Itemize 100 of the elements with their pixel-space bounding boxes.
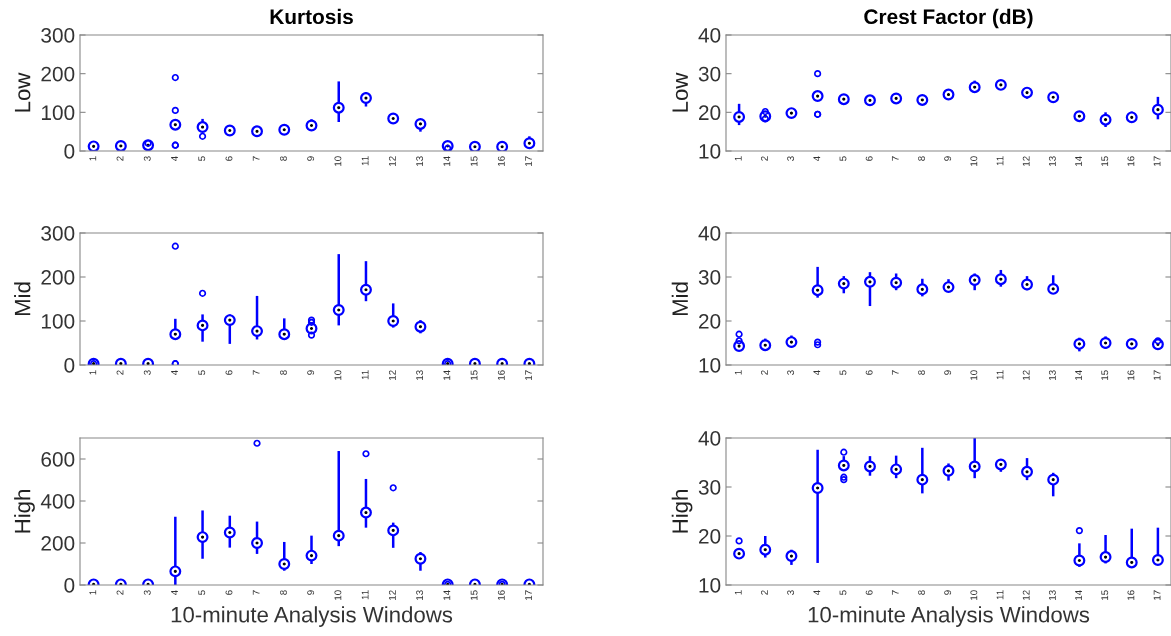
y-tick-label: 100 (41, 105, 75, 121)
x-tick-label: 13 (1048, 370, 1056, 380)
x-tick-label: 5 (198, 370, 206, 375)
x-tick-label: 11 (361, 590, 369, 600)
x-tick-label: 17 (1153, 156, 1161, 166)
x-axis-title: 10-minute Analysis Windows (808, 606, 1090, 627)
x-tick-label: 16 (1127, 156, 1135, 166)
x-tick-label: 12 (388, 156, 396, 166)
x-tick-label: 2 (116, 156, 124, 161)
x-tick-label: 16 (1127, 370, 1135, 380)
x-tick-label: 1 (734, 370, 742, 375)
x-tick-label: 10 (334, 370, 342, 380)
x-tick-label: 13 (416, 590, 424, 600)
x-tick-label: 2 (760, 156, 768, 161)
x-tick-label: 7 (891, 370, 899, 375)
x-tick-label: 3 (143, 590, 151, 595)
x-tick-label: 17 (525, 156, 532, 166)
x-tick-label: 17 (1153, 370, 1161, 380)
x-tick-label: 16 (497, 370, 505, 380)
x-tick-label: 1 (89, 590, 97, 595)
x-tick-label: 8 (918, 370, 925, 375)
x-tick-label: 16 (497, 590, 505, 600)
x-tick-label: 2 (760, 590, 768, 595)
x-tick-label: 1 (734, 156, 742, 161)
x-tick-label: 17 (1153, 590, 1161, 600)
y-tick-label: 400 (40, 494, 75, 509)
y-axis-title: High (671, 490, 693, 533)
chart-title: Kurtosis (270, 8, 353, 25)
x-tick-label: 16 (1127, 590, 1135, 600)
x-tick-label: 2 (116, 370, 124, 375)
x-tick-label: 10 (970, 590, 978, 600)
x-tick-label: 4 (813, 590, 821, 596)
x-tick-label: 15 (470, 370, 478, 380)
x-tick-label: 8 (918, 590, 925, 595)
x-tick-label: 13 (1048, 590, 1056, 600)
x-tick-label: 4 (171, 590, 178, 596)
x-tick-label: 15 (1101, 370, 1109, 380)
x-tick-label: 3 (787, 370, 795, 375)
x-tick-label: 9 (944, 156, 952, 161)
x-tick-label: 8 (279, 156, 287, 161)
x-tick-label: 14 (443, 156, 451, 166)
x-tick-label: 6 (225, 590, 233, 595)
y-tick-label: 300 (41, 28, 75, 43)
y-tick-label: 300 (41, 226, 75, 241)
x-tick-label: 7 (252, 590, 260, 595)
y-tick-label: 30 (698, 270, 721, 285)
x-tick-label: 5 (198, 590, 206, 595)
y-tick-label: 0 (64, 144, 75, 159)
x-tick-label: 6 (225, 156, 233, 161)
x-tick-label: 15 (1101, 590, 1109, 600)
x-tick-label: 2 (760, 370, 768, 375)
x-tick-label: 15 (470, 590, 478, 600)
x-tick-label: 10 (970, 370, 978, 380)
x-tick-label: 11 (996, 370, 1004, 380)
x-tick-label: 17 (525, 590, 532, 600)
x-tick-label: 3 (787, 590, 795, 595)
x-tick-label: 10 (334, 156, 342, 166)
x-tick-label: 5 (839, 370, 847, 375)
y-tick-label: 40 (698, 28, 721, 43)
x-tick-label: 4 (171, 156, 178, 162)
y-axis-title: Mid (671, 282, 689, 316)
x-tick-label: 10 (334, 590, 342, 600)
x-tick-label: 8 (279, 370, 287, 375)
y-tick-label: 20 (699, 314, 721, 329)
x-tick-label: 5 (839, 590, 847, 595)
x-tick-label: 17 (525, 370, 532, 380)
x-tick-label: 12 (388, 370, 396, 380)
x-tick-label: 13 (1048, 156, 1056, 166)
y-tick-label: 20 (699, 105, 721, 121)
y-tick-label: 200 (41, 270, 75, 285)
x-tick-label: 12 (1022, 370, 1030, 380)
x-tick-label: 12 (1022, 156, 1030, 166)
x-tick-label: 5 (839, 156, 847, 161)
x-tick-label: 3 (143, 156, 151, 161)
x-tick-label: 1 (89, 156, 97, 161)
y-tick-label: 30 (698, 66, 721, 82)
x-tick-label: 7 (891, 156, 899, 161)
x-tick-label: 1 (89, 370, 97, 375)
x-tick-label: 16 (497, 156, 505, 166)
x-tick-label: 11 (996, 590, 1004, 600)
x-tick-label: 9 (307, 156, 315, 161)
x-tick-label: 9 (944, 590, 952, 595)
y-tick-label: 200 (41, 66, 75, 82)
x-tick-label: 8 (918, 156, 925, 161)
x-tick-label: 11 (996, 156, 1004, 166)
chart-title: Crest Factor (dB) (864, 8, 1033, 29)
x-tick-label: 4 (813, 370, 821, 376)
x-tick-label: 4 (813, 156, 821, 162)
x-tick-label: 3 (787, 156, 795, 161)
x-tick-label: 14 (1075, 370, 1082, 380)
x-tick-label: 15 (470, 156, 478, 166)
y-tick-label: 100 (41, 314, 75, 329)
x-tick-label: 9 (307, 590, 315, 595)
x-tick-label: 13 (416, 370, 424, 380)
y-tick-label: 40 (698, 226, 721, 241)
x-tick-label: 6 (865, 370, 873, 375)
x-tick-label: 1 (734, 590, 742, 595)
x-tick-label: 7 (252, 156, 260, 161)
y-tick-label: 200 (41, 536, 75, 551)
x-tick-label: 12 (1022, 590, 1030, 600)
